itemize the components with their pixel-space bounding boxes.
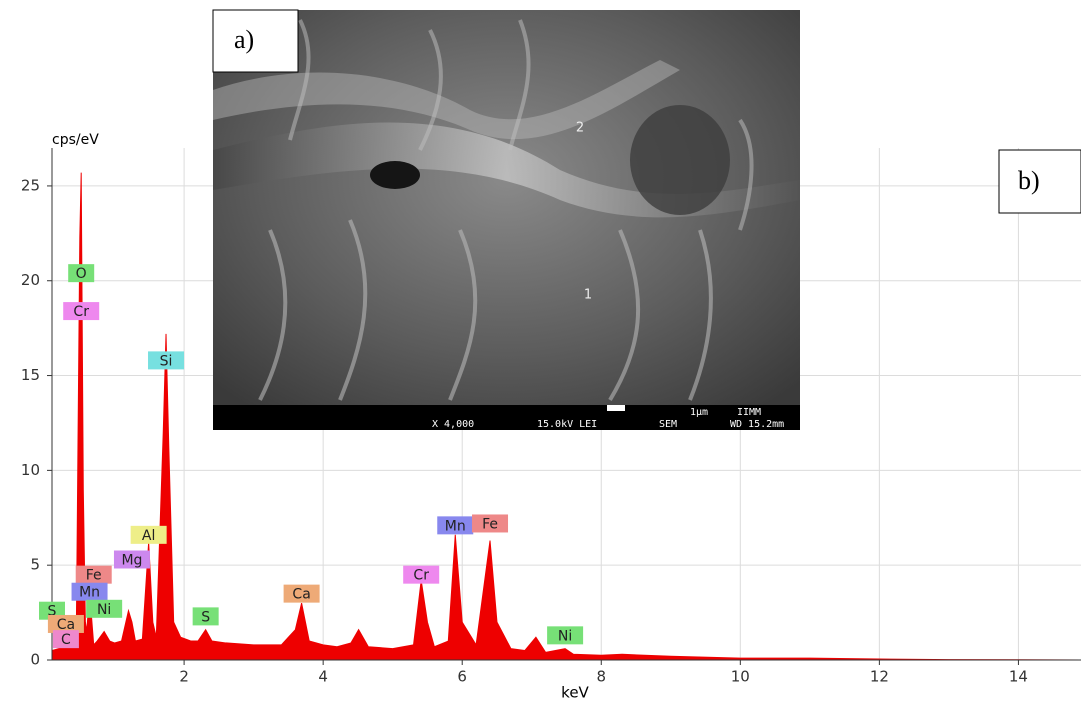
x-tick-label: 4 — [318, 668, 328, 686]
peak-label: Mg — [121, 552, 142, 568]
peak-label: Cr — [413, 568, 429, 584]
peak-label-box — [283, 584, 320, 603]
panel-b-box — [998, 149, 1081, 214]
peak-label-box — [192, 607, 219, 626]
peak-label: Ni — [558, 628, 572, 644]
peak-label-box — [71, 582, 108, 601]
peak-label: Fe — [482, 516, 498, 532]
peak-label: Mn — [79, 585, 100, 601]
spectrum — [52, 172, 1081, 660]
y-tick-label: 15 — [21, 366, 40, 384]
point-label: 2 — [576, 121, 584, 136]
peak-label-box — [47, 614, 84, 633]
voltage: 15.0kV LEI — [537, 419, 597, 430]
x-axis-label: keV — [561, 684, 589, 702]
mode: SEM — [659, 419, 677, 430]
lab-text: IIMM — [737, 407, 761, 418]
y-tick-label: 5 — [30, 556, 40, 574]
x-tick-label: 6 — [457, 668, 467, 686]
panel-label: b) — [1018, 166, 1040, 195]
point-label: 1 — [584, 288, 592, 303]
peak-label: Ni — [97, 602, 111, 618]
y-tick-label: 20 — [21, 271, 40, 289]
panel-label: a) — [234, 25, 254, 54]
peak-label: Mn — [445, 518, 466, 534]
scale-text: 1μm — [690, 407, 708, 418]
peak-label-box — [86, 599, 123, 618]
peak-label-box — [113, 550, 150, 569]
y-axis-label: cps/eV — [52, 132, 99, 148]
peak-label-box — [437, 516, 474, 535]
peak-label-box — [75, 565, 112, 584]
peak-label-box — [68, 264, 95, 283]
peak-label: S — [201, 609, 210, 625]
peak-label: Si — [160, 353, 173, 369]
peak-label-box — [130, 525, 167, 544]
y-tick-label: 25 — [21, 176, 40, 194]
peak-label-box — [52, 630, 79, 649]
peak-label-box — [403, 565, 440, 584]
x-tick-label: 12 — [870, 668, 889, 686]
x-tick-label: 8 — [596, 668, 606, 686]
y-tick-label: 0 — [30, 651, 40, 669]
magnification: X 4,000 — [432, 419, 474, 430]
x-tick-label: 10 — [731, 668, 750, 686]
y-tick-label: 10 — [21, 461, 40, 479]
peak-label: Ca — [292, 587, 310, 603]
peak-label-box — [148, 351, 185, 370]
x-tick-label: 14 — [1009, 668, 1028, 686]
working-distance: WD 15.2mm — [730, 419, 784, 430]
peak-label: Al — [142, 528, 155, 544]
peak-label-box — [63, 302, 100, 321]
peak-label-box — [472, 514, 509, 533]
peak-label: Fe — [86, 568, 102, 584]
peak-label: Cr — [73, 304, 89, 320]
peak-label: S — [48, 604, 57, 620]
peak-label: C — [61, 632, 71, 648]
peak-label: O — [76, 266, 87, 282]
x-tick-label: 2 — [179, 668, 189, 686]
peak-label-box — [547, 626, 584, 645]
sem-image — [212, 9, 800, 430]
peak-label: Ca — [57, 617, 75, 633]
